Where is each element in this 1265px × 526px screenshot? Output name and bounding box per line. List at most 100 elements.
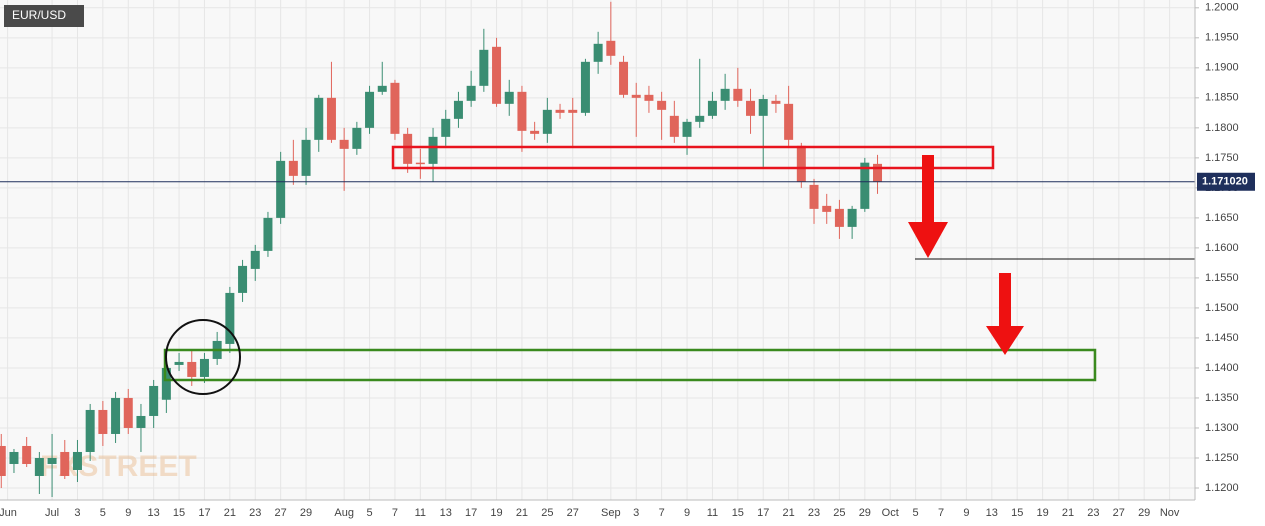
candle-body [314,97,324,140]
x-tick-label: 9 [963,507,969,519]
x-tick-label: 17 [198,507,210,519]
highlight-circle [165,319,241,395]
candle-body [98,409,108,434]
x-tick-label: Jul [45,507,59,519]
candle-body [479,49,489,86]
x-tick-label: 3 [74,507,80,519]
candle-body [644,94,654,101]
candle-body [809,184,819,209]
down-arrow [986,273,1024,355]
x-tick-label: 25 [541,507,553,519]
x-tick-label: 27 [567,507,579,519]
x-tick-label: 23 [249,507,261,519]
candle-body [860,162,870,209]
x-tick-label: 11 [707,507,718,519]
y-tick-label: 1.1450 [1205,332,1239,344]
x-tick-label: 27 [1113,507,1125,519]
x-tick-label: 7 [659,507,665,519]
x-tick-label: 5 [100,507,106,519]
grid [0,0,1195,500]
x-tick-label: Jun [0,507,17,519]
candle-body [187,361,197,377]
x-tick-label: 21 [224,507,236,519]
candle-body [428,136,438,164]
candle-body [9,451,19,464]
candle-body [796,145,806,182]
candle-body [606,40,616,56]
x-tick-label: 15 [732,507,744,519]
last-price-box [1197,172,1255,191]
x-tick-label: 15 [173,507,185,519]
candle-body [682,121,692,137]
candle-body [365,91,375,128]
x-tick-label: Sep [601,507,621,519]
candle-body [85,409,95,452]
x-tick-label: 21 [1062,507,1074,519]
x-tick-label: 23 [808,507,820,519]
candle-body [326,97,336,140]
candle-body [619,61,629,95]
y-tick-label: 1.2000 [1205,2,1239,14]
x-tick-label: 17 [465,507,477,519]
y-tick-label: 1.1500 [1205,302,1239,314]
candle-body [695,115,705,122]
candle-body [111,397,121,434]
axis-labels: 1.2000 1.1950 1.1900 1.1850 1.1800 1.1750 1.17… [0,2,1255,519]
down-arrow [908,155,948,258]
candle-body [453,100,463,119]
x-tick-label: 9 [125,507,131,519]
candle-body [276,160,286,218]
candle-body [47,457,57,464]
candle-body [34,457,44,476]
x-tick-label: 17 [757,507,769,519]
x-tick-label: 29 [859,507,871,519]
x-tick-label: Aug [334,507,354,519]
candle-body [771,100,781,104]
candle-body [136,415,146,428]
candle-body [746,100,756,116]
x-tick-label: 13 [986,507,998,519]
x-tick-label: 7 [938,507,944,519]
candle-body [263,217,273,251]
candle-body [517,91,527,131]
candle-body [542,109,552,134]
y-tick-label: 1.1300 [1205,422,1239,434]
x-tick-label: 29 [1138,507,1150,519]
candle-body [720,88,730,101]
candle-body [873,163,883,182]
candle-body [784,103,794,140]
x-tick-label: 5 [366,507,372,519]
y-tick-label: 1.1900 [1205,62,1239,74]
candle-body [339,139,349,149]
candle-body [149,385,159,416]
candle-body [22,445,32,464]
candle-body [758,99,768,116]
x-tick-label: 3 [633,507,639,519]
candle-body [631,94,641,98]
candle-body [415,162,425,165]
support-zone [163,348,1097,382]
candle-body [403,133,413,164]
x-tick-label: 23 [1087,507,1099,519]
candle-body [288,160,298,176]
candles [0,1,1195,497]
candle-body [60,451,70,476]
candle-body [390,82,400,134]
candle-body [707,100,717,116]
plot-background [0,0,1195,500]
candle-body [199,358,209,377]
y-tick-label: 1.1250 [1205,452,1239,464]
candle-body [441,118,451,137]
candle-body [568,109,578,113]
candle-body [657,100,667,110]
y-tick-label: 1.1350 [1205,392,1239,404]
x-tick-label: 5 [913,507,919,519]
y-tick-label: 1.1550 [1205,272,1239,284]
candle-body [504,91,514,104]
x-tick-label: 27 [275,507,287,519]
annotations [163,145,1195,395]
candle-body [161,367,171,400]
x-tick-label: 15 [1011,507,1023,519]
candle-body [847,208,857,227]
candle-body [580,61,590,113]
